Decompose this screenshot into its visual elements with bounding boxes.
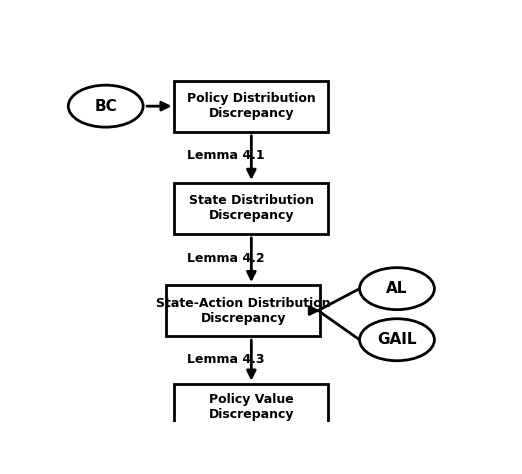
Text: Policy Distribution
Discrepancy: Policy Distribution Discrepancy [187,92,316,120]
FancyBboxPatch shape [174,383,328,431]
Text: Policy Value
Discrepancy: Policy Value Discrepancy [209,393,294,421]
Ellipse shape [360,268,434,310]
Text: State Distribution
Discrepancy: State Distribution Discrepancy [189,194,314,222]
FancyBboxPatch shape [174,81,328,132]
Text: GAIL: GAIL [377,332,417,347]
Text: BC: BC [94,99,117,114]
Ellipse shape [360,319,434,361]
Text: Lemma 4.1: Lemma 4.1 [187,149,264,162]
Text: State-Action Distribution
Discrepancy: State-Action Distribution Discrepancy [156,297,330,325]
Ellipse shape [68,85,143,127]
Text: Lemma 4.2: Lemma 4.2 [187,252,264,265]
Text: AL: AL [386,281,408,296]
Text: Lemma 4.3: Lemma 4.3 [187,353,264,366]
FancyBboxPatch shape [167,285,320,336]
FancyBboxPatch shape [174,183,328,234]
